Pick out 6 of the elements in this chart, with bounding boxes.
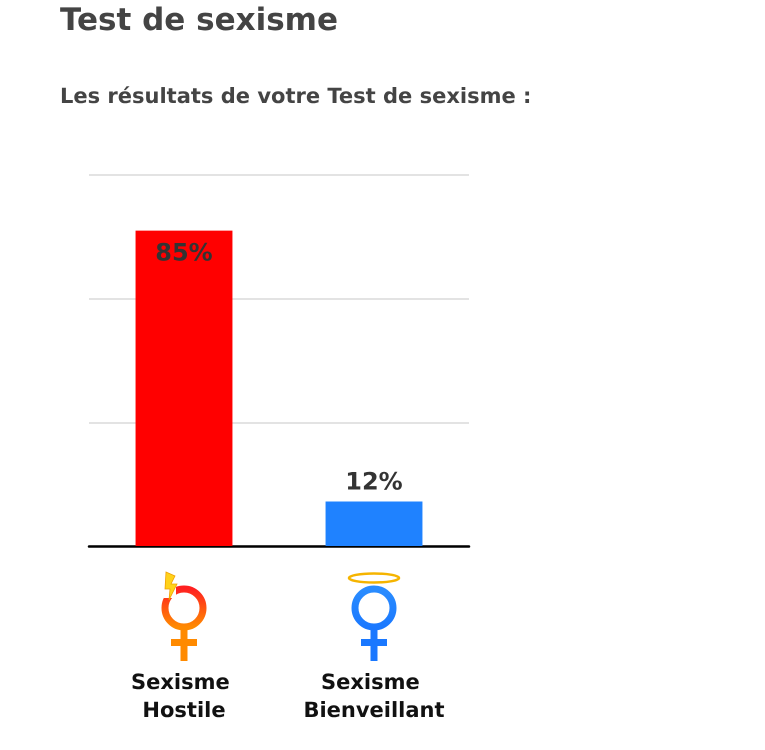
x-tick-label: Sexisme Bienveillant [303,670,445,722]
data-label: 12% [345,467,403,496]
chart-title: Test de sexisme [60,2,338,38]
x-tick-label: Sexisme Hostile [130,670,238,722]
data-label: 85% [155,238,213,267]
chart-subtitle: Les résultats de votre Test de sexisme : [60,84,532,108]
